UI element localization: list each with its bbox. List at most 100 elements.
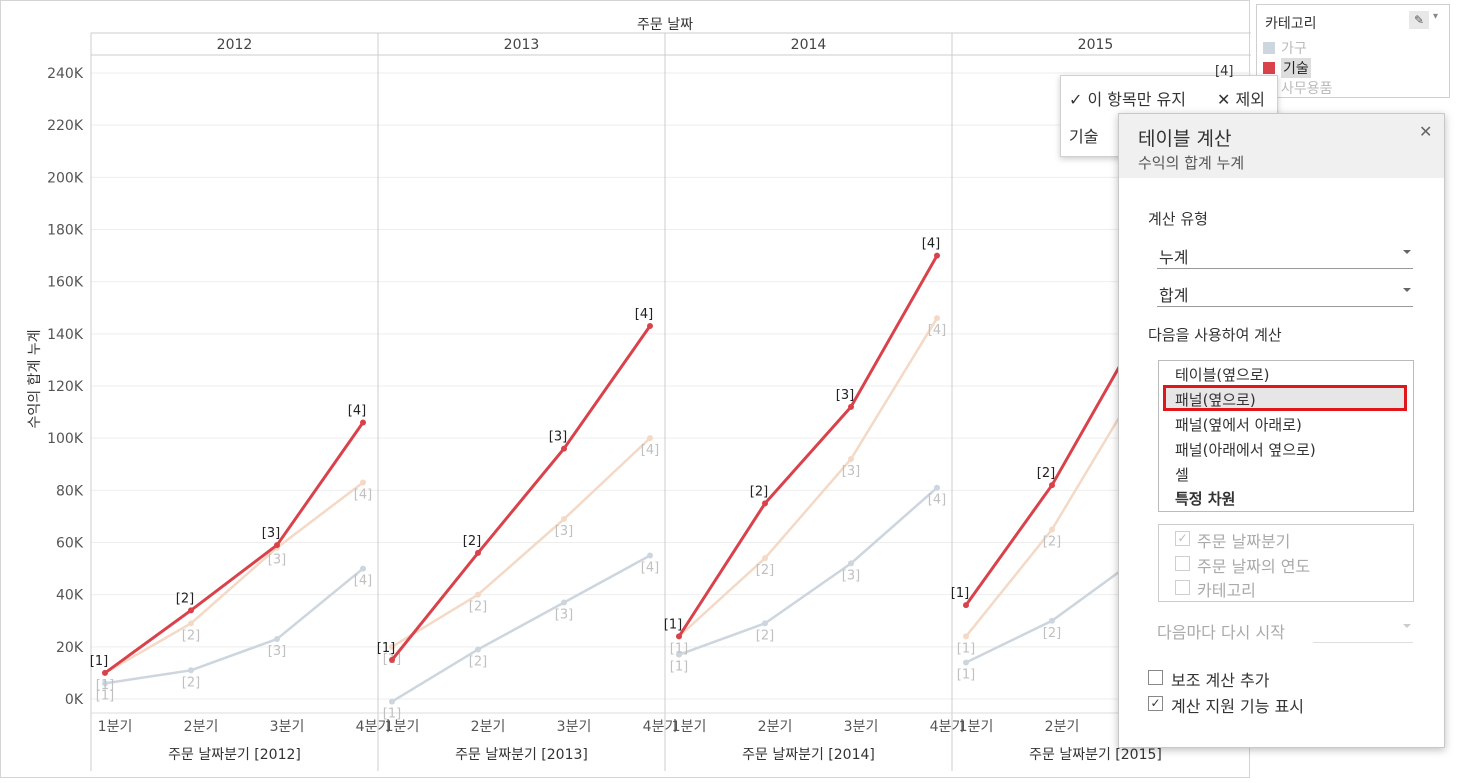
y-tick-label: 120K [47,379,84,395]
point-label: [1] [664,617,682,632]
highlight-pen-icon[interactable]: ✎ [1409,11,1429,29]
point-label: [1] [383,707,401,722]
point-label: [3] [555,524,573,539]
dimension-checkbox-category[interactable] [1175,580,1190,595]
x-axis-label: 주문 날짜분기 [2012] [168,747,301,763]
series-line [104,421,365,675]
aggregation-dropdown[interactable]: 합계 [1157,282,1413,307]
close-icon[interactable]: ✕ [1419,122,1433,141]
chevron-down-icon [1403,624,1411,628]
year-header: 2014 [791,37,827,53]
data-point [475,646,481,653]
data-point [274,636,280,643]
dimension-checkbox-year[interactable] [1175,556,1190,571]
x-tick-label: 4분기 [356,719,391,735]
series-line [391,554,651,703]
compute-using-label: 다음을 사용하여 계산 [1148,326,1282,344]
point-label: [1] [90,654,108,669]
point-label: [4] [928,323,946,338]
data-point [188,607,194,614]
x-axis-label: 주문 날짜분기 [2013] [455,747,588,763]
add-secondary-label: 보조 계산 추가 [1171,671,1270,690]
x-tick-label: 1분기 [385,719,420,735]
data-point [102,669,108,676]
y-tick-label: 80K [56,483,84,499]
legend-swatch [1263,42,1275,54]
legend-label: 사무용품 [1281,81,1333,97]
y-tick-label: 100K [47,431,84,447]
data-point [102,680,108,687]
chevron-down-icon [1403,250,1411,254]
y-tick-label: 240K [47,66,84,82]
dimension-checkbox-quarter[interactable]: ✓ [1175,531,1190,546]
point-label: [4] [641,561,659,576]
dialog-subtitle: 수익의 합계 누계 [1138,154,1245,172]
point-label: [2] [463,534,481,549]
y-tick-label: 220K [47,118,84,134]
point-label: [2] [1043,534,1061,549]
selected-option-highlight [1163,385,1407,411]
point-label: [3] [262,526,280,541]
data-point [1049,617,1055,624]
legend-menu-caret-icon[interactable]: ▾ [1433,11,1439,22]
data-point [1049,482,1055,489]
point-label: [4] [922,237,940,252]
x-tick-label: 2분기 [184,719,219,735]
compute-option-table-across[interactable]: 테이블(옆으로) [1175,366,1270,384]
compute-option-pane-down-across[interactable]: 패널(아래에서 옆으로) [1175,441,1316,459]
point-label: [2] [469,600,487,615]
data-point [762,500,768,507]
point-label: [3] [842,568,860,583]
y-tick-label: 40K [56,588,84,604]
category-legend: 카테고리 ✎ ▾ 가구 기술 사무용품 [1256,4,1450,98]
data-point [963,659,969,666]
data-point [561,516,567,523]
keep-only-button[interactable]: ✓ 이 항목만 유지 [1069,90,1186,109]
data-point [475,591,481,598]
restart-every-label: 다음마다 다시 시작 [1157,623,1285,642]
exclude-button[interactable]: ✕ 제외 [1217,90,1265,109]
point-label: [3] [268,553,286,568]
chevron-down-icon [1403,288,1411,292]
year-header: 2012 [217,37,253,53]
data-point [389,698,395,705]
dialog-title: 테이블 계산 [1138,128,1232,150]
data-point [762,555,768,562]
data-point [561,445,567,452]
series-line [677,254,939,638]
legend-item-furniture[interactable]: 가구 [1263,39,1307,57]
data-point [848,560,854,567]
point-label: [3] [842,464,860,479]
data-point [274,542,280,549]
compute-option-pane-across-down[interactable]: 패널(옆에서 아래로) [1175,416,1302,434]
legend-swatch [1263,62,1275,74]
y-tick-label: 60K [56,536,84,552]
legend-title: 카테고리 [1265,16,1317,32]
compute-option-cell[interactable]: 셀 [1175,466,1189,484]
point-label: [1] [670,641,688,656]
y-tick-label: 160K [47,275,84,291]
point-label: [1] [957,641,975,656]
series-line [678,317,939,638]
point-label: [2] [750,484,768,499]
x-tick-label: 1분기 [959,719,994,735]
data-point [647,323,653,330]
restart-every-dropdown[interactable] [1313,618,1413,643]
compute-option-pane-across[interactable]: 패널(옆으로) [1175,391,1256,409]
show-assistance-checkbox[interactable]: ✓ [1148,696,1163,711]
calc-type-dropdown[interactable]: 누계 [1157,244,1413,269]
y-tick-label: 180K [47,223,84,239]
compute-option-specific-dimensions[interactable]: 특정 차원 [1175,490,1236,508]
data-point [647,435,653,442]
dialog-header: 테이블 계산 수익의 합계 누계 ✕ [1119,114,1444,178]
series-line [104,567,364,685]
point-label: [1] [957,667,975,682]
point-label: [1] [670,660,688,675]
dimension-label: 주문 날짜의 연도 [1197,557,1311,576]
legend-item-technology[interactable]: 기술 [1263,58,1311,78]
point-label: [2] [756,628,774,643]
add-secondary-checkbox[interactable] [1148,670,1163,685]
series-line [678,486,938,656]
data-point [963,633,969,640]
x-tick-label: 1분기 [672,719,707,735]
